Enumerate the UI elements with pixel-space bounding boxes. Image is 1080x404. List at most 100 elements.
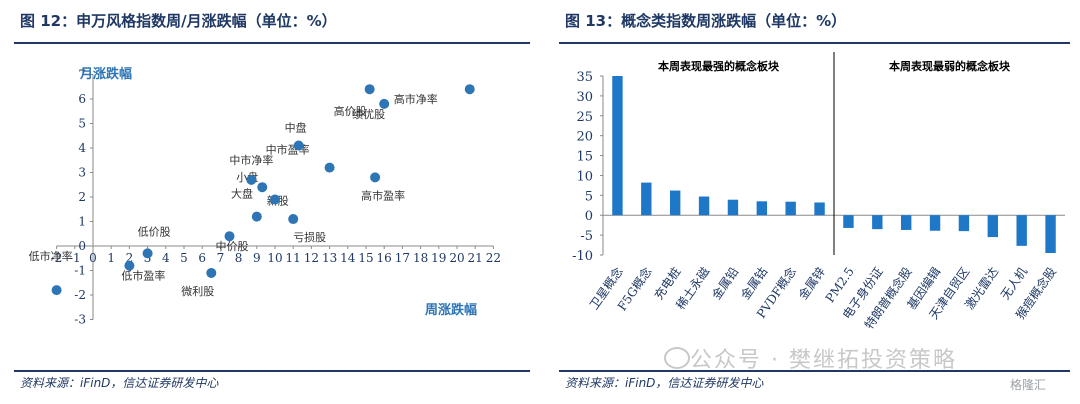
- figure-13-title: 图 13：概念类指数周涨跌幅（单位：%）: [565, 12, 847, 30]
- y-tick-label: 4: [78, 141, 86, 155]
- x-tick-label: 7: [217, 251, 225, 265]
- x-tick-label: 10: [267, 251, 282, 265]
- scatter-point: [370, 172, 381, 183]
- gelonghui-logo: 格隆汇: [1010, 378, 1047, 392]
- x-tick-label: 11: [286, 251, 301, 265]
- x-tick-label: -1: [69, 251, 81, 265]
- x-tick-label: 13: [322, 251, 337, 265]
- point-label: 绩优股: [352, 108, 385, 121]
- bottom-rule: [14, 370, 530, 372]
- scatter-point: [364, 84, 375, 95]
- y-tick-label: 1: [78, 215, 86, 229]
- y-axis-title: 月涨跌幅: [79, 66, 132, 82]
- category-label: 金属铅: [708, 264, 741, 302]
- bar: [843, 215, 854, 228]
- scatter-point: [464, 84, 475, 95]
- bar: [1045, 215, 1056, 254]
- y-tick-label: 3: [78, 166, 86, 180]
- figure-12-title: 图 12：申万风格指数周/月涨跌幅（单位：%）: [20, 12, 337, 30]
- scatter-point: [51, 285, 62, 296]
- y-tick-label: 35: [576, 70, 593, 85]
- x-axis-title: 周涨跌幅: [425, 302, 477, 318]
- bar: [612, 76, 623, 216]
- y-tick-label: 20: [576, 130, 593, 145]
- point-label: 高市净率: [394, 92, 438, 106]
- bar: [698, 196, 710, 216]
- group-label-weakest: 本周表现最弱的概念板块: [889, 59, 1011, 73]
- bottom-rule: [559, 370, 1070, 372]
- watermark-text: 公众号 · 樊继拓投资策略: [690, 348, 957, 373]
- scatter-point: [270, 194, 280, 205]
- scatter-point: [257, 182, 268, 193]
- point-label: 亏损股: [293, 230, 326, 244]
- point-label: 微利股: [181, 284, 214, 298]
- figure-13-source: 资料来源：iFinD，信达证券研发中心: [565, 376, 764, 390]
- point-label: 高价股: [334, 104, 367, 118]
- bar: [929, 215, 941, 231]
- x-tick-label: 15: [358, 251, 373, 265]
- bar: [1016, 215, 1027, 246]
- style-index-scatter-chart: -2-1012345678910111213141516171819202122…: [29, 66, 501, 327]
- y-tick-label: 15: [576, 150, 593, 165]
- y-tick-label: -10: [572, 249, 593, 264]
- wechat-icon: [664, 347, 690, 369]
- scatter-point: [224, 231, 235, 242]
- y-tick-label: 25: [576, 110, 593, 125]
- bar: [872, 215, 883, 230]
- bar: [900, 215, 912, 230]
- y-tick-label: 30: [576, 90, 593, 105]
- x-tick-label: 20: [449, 251, 464, 265]
- group-label-strongest: 本周表现最强的概念板块: [658, 59, 780, 73]
- scatter-point: [379, 98, 390, 109]
- point-label: 高市盈率: [361, 188, 405, 202]
- point-label: 中市净率: [229, 153, 273, 167]
- x-tick-label: 12: [304, 251, 319, 265]
- bar: [785, 201, 796, 216]
- x-tick-label: 19: [431, 251, 446, 265]
- x-tick-label: 17: [395, 251, 410, 265]
- y-tick-label: 0: [585, 209, 593, 224]
- bar: [756, 201, 768, 216]
- y-tick-label: 2: [78, 190, 86, 204]
- x-tick-label: 21: [468, 251, 483, 265]
- top-rule: [14, 42, 530, 44]
- point-label: 低市净率: [29, 249, 73, 263]
- x-tick-label: 16: [377, 251, 392, 265]
- y-tick-label: 5: [585, 189, 593, 204]
- y-tick-label: -2: [74, 288, 86, 302]
- figure-12-source: 资料来源：iFinD，信达证券研发中心: [20, 376, 219, 390]
- x-tick-label: 0: [89, 251, 97, 265]
- point-label: 中盘: [285, 121, 307, 135]
- scatter-point: [251, 211, 262, 222]
- x-tick-label: 9: [253, 251, 261, 265]
- bar: [958, 215, 970, 232]
- scatter-point: [142, 248, 153, 259]
- x-tick-label: 6: [198, 251, 206, 265]
- y-tick-label: 6: [78, 92, 86, 106]
- x-tick-label: -2: [51, 251, 63, 265]
- x-tick-label: 4: [162, 251, 170, 265]
- bar: [641, 182, 652, 216]
- x-tick-label: 18: [413, 251, 428, 265]
- concept-index-bar-chart: -10 -5 0 5 10 15 20 25 30 35 本周表现最强的概念板块 本周表现最弱的概念板…: [572, 52, 1065, 332]
- bar: [669, 190, 681, 216]
- x-tick-label: 5: [180, 251, 188, 265]
- y-tick-label: -1: [74, 264, 86, 278]
- y-tick-label: 5: [78, 117, 86, 131]
- scatter-point: [206, 267, 217, 278]
- scatter-point: [293, 140, 304, 151]
- y-tick-label: -3: [74, 313, 86, 327]
- bar: [727, 199, 739, 216]
- scatter-point: [288, 214, 299, 225]
- top-rule: [559, 42, 1070, 44]
- point-label: 低市盈率: [121, 269, 165, 283]
- point-label: 大盘: [231, 186, 253, 200]
- right-figure-panel: 图 13：概念类指数周涨跌幅（单位：%） -10 -5 0 5 10 15 20 25 30 35…: [545, 0, 1080, 404]
- point-label: 低价股: [138, 225, 171, 238]
- scatter-point: [324, 162, 335, 173]
- scatter-point: [246, 174, 257, 185]
- point-label: 中价股: [216, 240, 249, 253]
- y-tick-label: 0: [78, 239, 86, 253]
- y-tick-label: 7: [78, 68, 86, 82]
- x-tick-label: 22: [486, 251, 501, 265]
